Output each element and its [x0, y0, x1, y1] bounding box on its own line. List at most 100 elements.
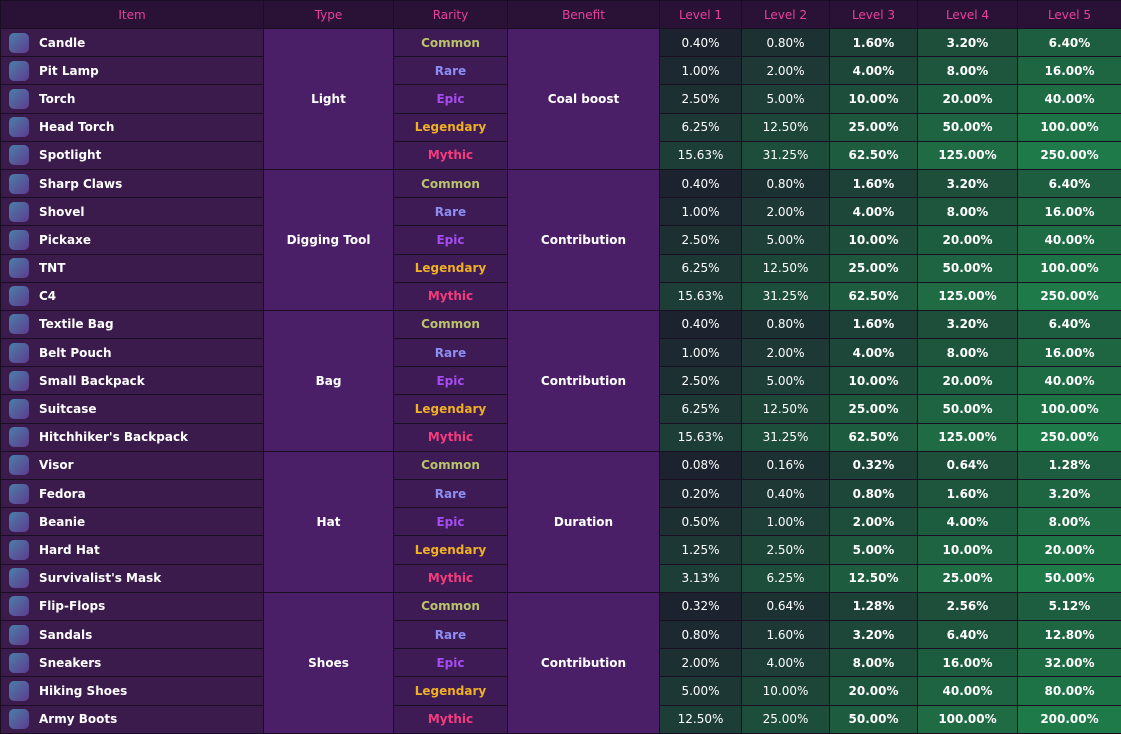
benefit-cell: Contribution [508, 310, 660, 451]
level-cell: 125.00% [918, 423, 1018, 451]
level-cell: 100.00% [918, 705, 1018, 733]
item-icon [9, 653, 29, 673]
level-cell: 1.28% [1018, 451, 1121, 479]
rarity-cell: Rare [394, 620, 508, 648]
item-cell: Suitcase [1, 395, 264, 423]
level-cell: 0.80% [830, 480, 918, 508]
level-cell: 0.16% [742, 451, 830, 479]
level-cell: 10.00% [830, 226, 918, 254]
column-header: Item [1, 1, 264, 29]
level-cell: 2.00% [742, 198, 830, 226]
level-cell: 5.00% [742, 85, 830, 113]
item-cell: Beanie [1, 508, 264, 536]
item-name: Survivalist's Mask [39, 571, 161, 585]
level-cell: 100.00% [1018, 395, 1121, 423]
item-icon [9, 33, 29, 53]
level-cell: 5.00% [742, 367, 830, 395]
item-cell: Survivalist's Mask [1, 564, 264, 592]
item-icon [9, 145, 29, 165]
item-icon [9, 625, 29, 645]
rarity-cell: Common [394, 169, 508, 197]
benefit-cell: Duration [508, 451, 660, 592]
item-name: Suitcase [39, 402, 97, 416]
level-cell: 0.32% [660, 592, 742, 620]
item-cell: Sandals [1, 620, 264, 648]
item-icon [9, 174, 29, 194]
column-header: Benefit [508, 1, 660, 29]
item-name: Textile Bag [39, 317, 114, 331]
level-cell: 20.00% [918, 367, 1018, 395]
level-cell: 2.00% [742, 57, 830, 85]
item-cell: Belt Pouch [1, 339, 264, 367]
level-cell: 0.08% [660, 451, 742, 479]
level-cell: 20.00% [918, 226, 1018, 254]
level-cell: 25.00% [918, 564, 1018, 592]
level-cell: 1.28% [830, 592, 918, 620]
item-cell: Pickaxe [1, 226, 264, 254]
rarity-cell: Common [394, 29, 508, 57]
level-cell: 0.64% [918, 451, 1018, 479]
item-icon [9, 314, 29, 334]
item-name: Sharp Claws [39, 177, 122, 191]
item-icon [9, 455, 29, 475]
item-cell: Candle [1, 29, 264, 57]
rarity-cell: Epic [394, 367, 508, 395]
level-cell: 0.40% [660, 29, 742, 57]
level-cell: 6.25% [742, 564, 830, 592]
item-cell: Visor [1, 451, 264, 479]
rarity-cell: Legendary [394, 395, 508, 423]
level-cell: 100.00% [1018, 254, 1121, 282]
item-icon [9, 117, 29, 137]
rarity-cell: Legendary [394, 677, 508, 705]
level-cell: 8.00% [830, 649, 918, 677]
level-cell: 50.00% [1018, 564, 1121, 592]
level-cell: 8.00% [1018, 508, 1121, 536]
level-cell: 10.00% [742, 677, 830, 705]
level-cell: 12.50% [742, 395, 830, 423]
level-cell: 2.56% [918, 592, 1018, 620]
level-cell: 12.50% [742, 113, 830, 141]
level-cell: 16.00% [1018, 339, 1121, 367]
level-cell: 40.00% [1018, 367, 1121, 395]
type-cell: Hat [264, 451, 394, 592]
rarity-cell: Epic [394, 508, 508, 536]
level-cell: 6.40% [1018, 29, 1121, 57]
rarity-cell: Mythic [394, 705, 508, 733]
level-cell: 2.00% [660, 649, 742, 677]
rarity-cell: Legendary [394, 536, 508, 564]
rarity-cell: Rare [394, 480, 508, 508]
level-cell: 15.63% [660, 282, 742, 310]
level-cell: 0.40% [660, 310, 742, 338]
level-cell: 6.40% [1018, 169, 1121, 197]
benefit-cell: Contribution [508, 592, 660, 733]
level-cell: 50.00% [918, 113, 1018, 141]
item-cell: Pit Lamp [1, 57, 264, 85]
level-cell: 4.00% [830, 198, 918, 226]
item-cell: Head Torch [1, 113, 264, 141]
level-cell: 0.40% [660, 169, 742, 197]
level-cell: 0.40% [742, 480, 830, 508]
item-name: Hiking Shoes [39, 684, 127, 698]
level-cell: 1.00% [660, 198, 742, 226]
level-cell: 31.25% [742, 423, 830, 451]
level-cell: 250.00% [1018, 141, 1121, 169]
item-name: Hitchhiker's Backpack [39, 430, 188, 444]
benefit-cell: Contribution [508, 169, 660, 310]
item-name: Shovel [39, 205, 85, 219]
column-header: Level 1 [660, 1, 742, 29]
item-cell: Torch [1, 85, 264, 113]
level-cell: 1.60% [742, 620, 830, 648]
level-cell: 1.00% [660, 339, 742, 367]
item-name: Pit Lamp [39, 64, 99, 78]
rarity-cell: Common [394, 451, 508, 479]
level-cell: 62.50% [830, 141, 918, 169]
level-cell: 6.25% [660, 395, 742, 423]
item-icon [9, 596, 29, 616]
level-cell: 1.60% [830, 310, 918, 338]
level-cell: 5.12% [1018, 592, 1121, 620]
item-name: Head Torch [39, 120, 114, 134]
